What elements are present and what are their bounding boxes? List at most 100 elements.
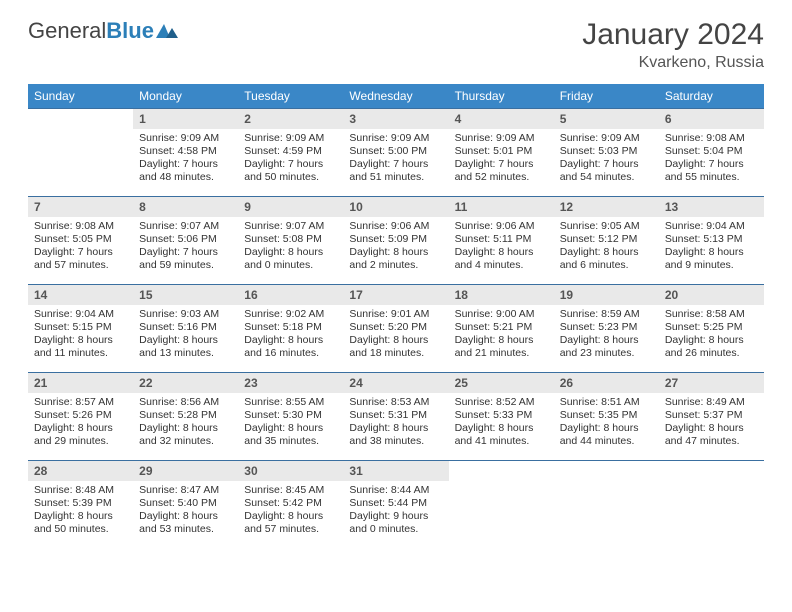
sunrise-line: Sunrise: 8:49 AM [665, 396, 758, 409]
day-number: 23 [238, 373, 343, 393]
day-body: Sunrise: 9:08 AMSunset: 5:05 PMDaylight:… [28, 217, 133, 279]
day-body: Sunrise: 9:04 AMSunset: 5:13 PMDaylight:… [659, 217, 764, 279]
sunrise-line: Sunrise: 9:06 AM [455, 220, 548, 233]
sunset-line: Sunset: 5:18 PM [244, 321, 337, 334]
sunrise-line: Sunrise: 9:08 AM [665, 132, 758, 145]
day-number: 30 [238, 461, 343, 481]
day-body: Sunrise: 9:00 AMSunset: 5:21 PMDaylight:… [449, 305, 554, 367]
day-number: 22 [133, 373, 238, 393]
sunrise-line: Sunrise: 8:53 AM [349, 396, 442, 409]
calendar-cell: 14Sunrise: 9:04 AMSunset: 5:15 PMDayligh… [28, 285, 133, 373]
day-number-empty [449, 461, 554, 481]
day-number: 10 [343, 197, 448, 217]
sunset-line: Sunset: 5:08 PM [244, 233, 337, 246]
sunrise-line: Sunrise: 9:05 AM [560, 220, 653, 233]
sunrise-line: Sunrise: 8:44 AM [349, 484, 442, 497]
day-number: 27 [659, 373, 764, 393]
calendar-cell: 3Sunrise: 9:09 AMSunset: 5:00 PMDaylight… [343, 109, 448, 197]
daylight-line: Daylight: 8 hours and 29 minutes. [34, 422, 127, 448]
calendar-cell: 6Sunrise: 9:08 AMSunset: 5:04 PMDaylight… [659, 109, 764, 197]
sunset-line: Sunset: 5:39 PM [34, 497, 127, 510]
day-number: 13 [659, 197, 764, 217]
sunset-line: Sunset: 5:12 PM [560, 233, 653, 246]
day-body: Sunrise: 9:01 AMSunset: 5:20 PMDaylight:… [343, 305, 448, 367]
month-title: January 2024 [582, 18, 764, 52]
calendar-week-row: 14Sunrise: 9:04 AMSunset: 5:15 PMDayligh… [28, 285, 764, 373]
sunset-line: Sunset: 5:04 PM [665, 145, 758, 158]
sunset-line: Sunset: 5:35 PM [560, 409, 653, 422]
sunset-line: Sunset: 5:23 PM [560, 321, 653, 334]
day-number-empty [659, 461, 764, 481]
weekday-header: Friday [554, 84, 659, 109]
sunset-line: Sunset: 5:33 PM [455, 409, 548, 422]
daylight-line: Daylight: 8 hours and 50 minutes. [34, 510, 127, 536]
weekday-header: Saturday [659, 84, 764, 109]
calendar-cell [554, 461, 659, 549]
day-number: 12 [554, 197, 659, 217]
daylight-line: Daylight: 8 hours and 23 minutes. [560, 334, 653, 360]
day-number: 31 [343, 461, 448, 481]
calendar-cell: 24Sunrise: 8:53 AMSunset: 5:31 PMDayligh… [343, 373, 448, 461]
day-body: Sunrise: 8:58 AMSunset: 5:25 PMDaylight:… [659, 305, 764, 367]
calendar-body: 1Sunrise: 9:09 AMSunset: 4:58 PMDaylight… [28, 109, 764, 549]
sunrise-line: Sunrise: 9:04 AM [34, 308, 127, 321]
day-body: Sunrise: 8:47 AMSunset: 5:40 PMDaylight:… [133, 481, 238, 543]
day-number: 20 [659, 285, 764, 305]
page-header: GeneralBlue January 2024 Kvarkeno, Russi… [28, 18, 764, 72]
calendar-cell: 17Sunrise: 9:01 AMSunset: 5:20 PMDayligh… [343, 285, 448, 373]
sunset-line: Sunset: 4:58 PM [139, 145, 232, 158]
sunset-line: Sunset: 5:28 PM [139, 409, 232, 422]
sunset-line: Sunset: 5:25 PM [665, 321, 758, 334]
sunset-line: Sunset: 5:20 PM [349, 321, 442, 334]
sunrise-line: Sunrise: 9:09 AM [455, 132, 548, 145]
calendar-cell: 8Sunrise: 9:07 AMSunset: 5:06 PMDaylight… [133, 197, 238, 285]
location-label: Kvarkeno, Russia [582, 54, 764, 72]
calendar-cell: 28Sunrise: 8:48 AMSunset: 5:39 PMDayligh… [28, 461, 133, 549]
calendar-week-row: 1Sunrise: 9:09 AMSunset: 4:58 PMDaylight… [28, 109, 764, 197]
daylight-line: Daylight: 7 hours and 54 minutes. [560, 158, 653, 184]
sunset-line: Sunset: 5:21 PM [455, 321, 548, 334]
daylight-line: Daylight: 8 hours and 26 minutes. [665, 334, 758, 360]
day-number: 9 [238, 197, 343, 217]
calendar-cell: 31Sunrise: 8:44 AMSunset: 5:44 PMDayligh… [343, 461, 448, 549]
calendar-cell: 20Sunrise: 8:58 AMSunset: 5:25 PMDayligh… [659, 285, 764, 373]
daylight-line: Daylight: 7 hours and 48 minutes. [139, 158, 232, 184]
day-body: Sunrise: 9:07 AMSunset: 5:08 PMDaylight:… [238, 217, 343, 279]
sunrise-line: Sunrise: 9:07 AM [139, 220, 232, 233]
day-number: 4 [449, 109, 554, 129]
day-body: Sunrise: 8:59 AMSunset: 5:23 PMDaylight:… [554, 305, 659, 367]
calendar-cell: 30Sunrise: 8:45 AMSunset: 5:42 PMDayligh… [238, 461, 343, 549]
calendar-cell: 7Sunrise: 9:08 AMSunset: 5:05 PMDaylight… [28, 197, 133, 285]
sunset-line: Sunset: 5:13 PM [665, 233, 758, 246]
calendar-week-row: 21Sunrise: 8:57 AMSunset: 5:26 PMDayligh… [28, 373, 764, 461]
day-number-empty [554, 461, 659, 481]
day-body: Sunrise: 8:55 AMSunset: 5:30 PMDaylight:… [238, 393, 343, 455]
sunset-line: Sunset: 5:00 PM [349, 145, 442, 158]
daylight-line: Daylight: 7 hours and 57 minutes. [34, 246, 127, 272]
daylight-line: Daylight: 7 hours and 50 minutes. [244, 158, 337, 184]
sunrise-line: Sunrise: 8:59 AM [560, 308, 653, 321]
sunrise-line: Sunrise: 8:48 AM [34, 484, 127, 497]
day-body: Sunrise: 9:06 AMSunset: 5:11 PMDaylight:… [449, 217, 554, 279]
daylight-line: Daylight: 9 hours and 0 minutes. [349, 510, 442, 536]
sunset-line: Sunset: 5:16 PM [139, 321, 232, 334]
daylight-line: Daylight: 8 hours and 16 minutes. [244, 334, 337, 360]
calendar-cell [28, 109, 133, 197]
daylight-line: Daylight: 7 hours and 55 minutes. [665, 158, 758, 184]
calendar-cell: 29Sunrise: 8:47 AMSunset: 5:40 PMDayligh… [133, 461, 238, 549]
sunset-line: Sunset: 5:05 PM [34, 233, 127, 246]
calendar-cell: 10Sunrise: 9:06 AMSunset: 5:09 PMDayligh… [343, 197, 448, 285]
sunset-line: Sunset: 5:09 PM [349, 233, 442, 246]
brand-part1: General [28, 18, 106, 44]
calendar-week-row: 7Sunrise: 9:08 AMSunset: 5:05 PMDaylight… [28, 197, 764, 285]
sunset-line: Sunset: 5:06 PM [139, 233, 232, 246]
day-body: Sunrise: 9:09 AMSunset: 5:03 PMDaylight:… [554, 129, 659, 191]
day-body: Sunrise: 8:56 AMSunset: 5:28 PMDaylight:… [133, 393, 238, 455]
calendar-cell: 16Sunrise: 9:02 AMSunset: 5:18 PMDayligh… [238, 285, 343, 373]
day-body: Sunrise: 8:52 AMSunset: 5:33 PMDaylight:… [449, 393, 554, 455]
calendar-cell: 12Sunrise: 9:05 AMSunset: 5:12 PMDayligh… [554, 197, 659, 285]
day-body: Sunrise: 8:48 AMSunset: 5:39 PMDaylight:… [28, 481, 133, 543]
day-number: 2 [238, 109, 343, 129]
sunrise-line: Sunrise: 9:08 AM [34, 220, 127, 233]
weekday-header: Thursday [449, 84, 554, 109]
